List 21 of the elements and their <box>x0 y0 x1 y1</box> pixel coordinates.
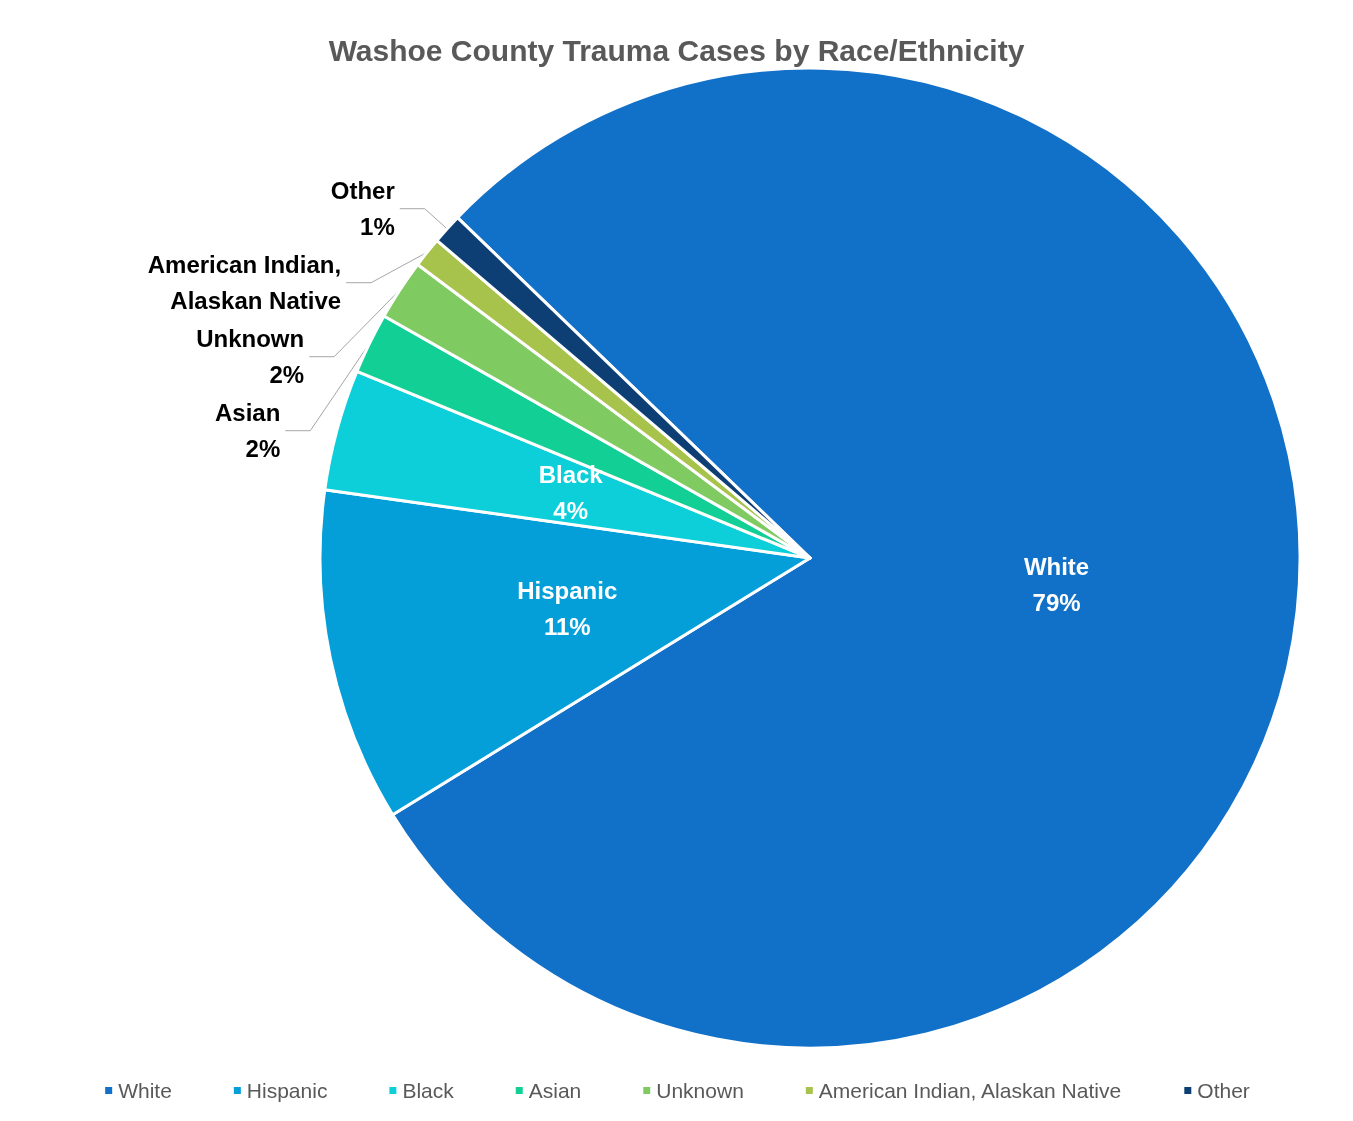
data-label: 4% <box>553 497 589 525</box>
slice-label: Hispanic <box>517 577 618 605</box>
chart-title: Washoe County Trauma Cases by Race/Ethnicity <box>328 33 1025 67</box>
data-label: 2% <box>269 361 305 389</box>
legend-label: Other <box>1197 1079 1250 1102</box>
legend-label: American Indian, Alaskan Native <box>818 1079 1122 1102</box>
legend-label: Unknown <box>656 1079 744 1102</box>
data-label: 2% <box>245 435 281 463</box>
legend-label: White <box>118 1079 172 1102</box>
data-label: 1% <box>360 213 395 241</box>
legend-label: Hispanic <box>246 1079 328 1102</box>
slice-label: Unknown <box>196 325 305 353</box>
slice-label: American Indian, Alaskan Native <box>147 251 342 315</box>
slice-label: Other <box>330 177 395 205</box>
slice-label: Black <box>538 461 604 489</box>
slice-label: Asian <box>214 399 281 427</box>
legend-label: Asian <box>528 1079 582 1102</box>
data-label: 79% <box>1032 589 1081 617</box>
data-label: 11% <box>543 613 591 641</box>
legend-label: Black <box>402 1079 455 1102</box>
slice-label: White <box>1023 553 1090 581</box>
